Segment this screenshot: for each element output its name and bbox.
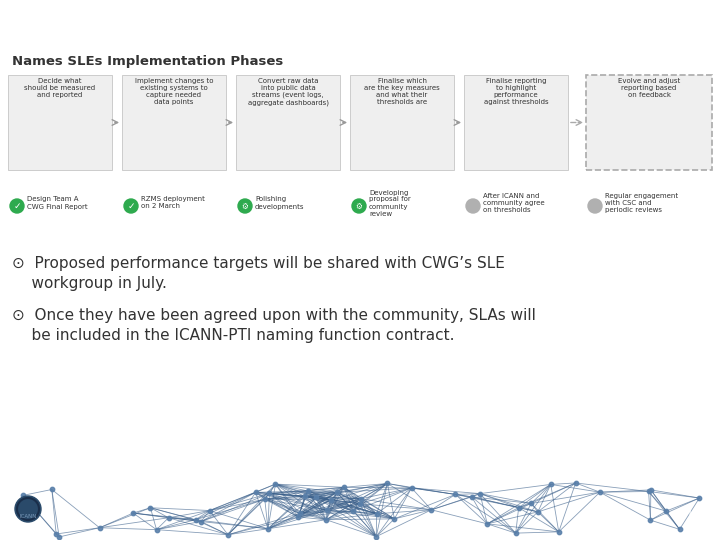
Point [294,509,305,518]
Text: ✓: ✓ [127,201,135,211]
Point [150,525,162,534]
Text: ⚙: ⚙ [356,201,362,211]
Point [46,485,58,494]
Point [195,517,207,526]
FancyBboxPatch shape [8,75,112,170]
Text: Finalise which
are the key measures
and what their
thresholds are: Finalise which are the key measures and … [364,78,440,105]
Point [474,489,486,498]
Text: Finalise reporting
to highlight
performance
against thresholds: Finalise reporting to highlight performa… [484,78,549,105]
Point [190,515,202,524]
Point [513,503,524,512]
Text: ⚙: ⚙ [242,201,248,211]
Point [382,479,393,488]
Circle shape [238,199,252,213]
Text: ⊙  Proposed performance targets will be shared with CWG’s SLE
    workgroup in J: ⊙ Proposed performance targets will be s… [12,256,505,291]
Point [127,509,139,517]
Point [371,509,382,518]
Point [50,530,62,538]
Point [643,487,654,496]
Point [526,499,537,508]
Point [674,525,685,534]
Point [331,488,343,497]
Point [302,487,313,495]
Circle shape [466,199,480,213]
Point [482,519,493,528]
Point [320,506,332,515]
Point [450,490,462,499]
Text: Decide what
should be measured
and reported: Decide what should be measured and repor… [24,78,96,98]
FancyBboxPatch shape [350,75,454,170]
FancyBboxPatch shape [236,75,340,170]
FancyBboxPatch shape [586,75,712,170]
Text: Regular engagement
with CSC and
periodic reviews: Regular engagement with CSC and periodic… [605,193,678,213]
Text: After ICANN and
community agree
on thresholds: After ICANN and community agree on thres… [483,193,544,213]
Point [250,488,261,497]
Text: ✓: ✓ [13,201,21,211]
Point [348,507,359,516]
Point [545,480,557,489]
Text: ⊙  Once they have been agreed upon with the community, SLAs will
    be included: ⊙ Once they have been agreed upon with t… [12,308,536,343]
Text: Convert raw data
into public data
streams (event logs,
aggregate dashboards): Convert raw data into public data stream… [248,78,328,106]
Point [222,530,234,539]
Point [354,500,366,508]
Point [660,507,672,515]
Point [259,495,271,503]
Text: Developing
proposal for
community
review: Developing proposal for community review [369,190,410,217]
Point [325,496,337,504]
Point [53,532,65,540]
Point [466,492,477,501]
Point [644,516,656,524]
Text: ICANN: ICANN [19,515,37,519]
Circle shape [352,199,366,213]
Point [570,478,582,487]
Point [270,480,282,488]
Point [338,483,350,491]
Text: Design Team A
CWG Final Report: Design Team A CWG Final Report [27,197,88,210]
Text: Names SLEs: Names SLEs [13,12,183,36]
Point [264,489,275,498]
Text: Evolve and adjust
reporting based
on feedback: Evolve and adjust reporting based on fee… [618,78,680,98]
Circle shape [588,199,602,213]
Point [426,505,437,514]
Circle shape [10,199,24,213]
Point [204,506,215,515]
Point [389,515,400,523]
Point [163,514,174,522]
Point [371,532,382,540]
Point [693,494,705,502]
Text: Implement changes to
existing systems to
capture needed
data points: Implement changes to existing systems to… [135,78,213,105]
Point [145,503,156,512]
Point [292,512,304,521]
Point [406,484,418,492]
Circle shape [124,199,138,213]
Point [262,524,274,533]
Point [355,495,366,503]
Text: | 10: | 10 [688,503,712,516]
Text: Polishing
developments: Polishing developments [255,197,305,210]
Point [553,528,564,536]
Circle shape [15,496,41,522]
Text: RZMS deployment
on 2 March: RZMS deployment on 2 March [141,197,205,210]
Point [532,508,544,516]
Point [645,485,657,494]
Point [320,515,332,524]
Point [299,492,310,501]
Point [310,493,322,502]
Point [594,488,606,496]
Point [510,529,521,537]
FancyBboxPatch shape [464,75,568,170]
Point [17,491,28,500]
Text: Names SLEs Implementation Phases: Names SLEs Implementation Phases [12,55,283,68]
FancyBboxPatch shape [122,75,226,170]
Point [94,523,105,532]
